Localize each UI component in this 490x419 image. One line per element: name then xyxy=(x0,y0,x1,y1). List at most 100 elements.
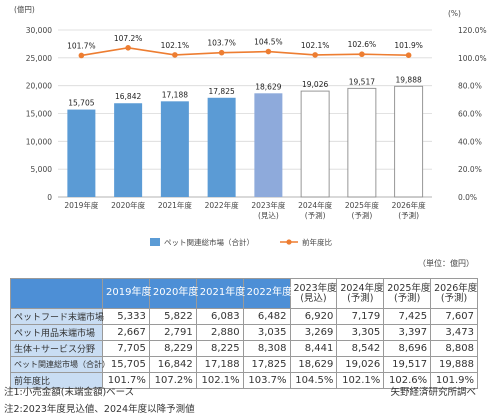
header-year-label: 2021年度 xyxy=(199,287,246,299)
table-cell: 5,822 xyxy=(148,308,197,325)
header-status-label: (予測) xyxy=(440,292,468,304)
header-year-label: 2024年度 xyxy=(340,282,384,294)
table-cell: 19,888 xyxy=(430,356,478,373)
bar-2022年度 xyxy=(207,97,236,197)
y-right-tick-label: 0.0% xyxy=(458,193,477,202)
table-corner-cell xyxy=(10,278,103,309)
bar-2023年度 xyxy=(254,93,283,197)
bar-2020年度 xyxy=(114,103,143,197)
table-cell: 8,696 xyxy=(383,340,432,357)
y-right-tick-label: 40.0% xyxy=(458,137,482,146)
table-cell: 8,225 xyxy=(195,340,244,357)
y-left-tick-label: 5,000 xyxy=(31,165,53,174)
y-left-tick-label: 0 xyxy=(47,193,52,202)
growth-value-label: 102.6% xyxy=(348,40,377,49)
row-header: 前年度比 xyxy=(10,372,103,389)
bar-value-label: 17,188 xyxy=(162,90,188,99)
table-cell: 2,791 xyxy=(148,324,197,341)
table-cell: 19,517 xyxy=(383,356,432,373)
growth-point xyxy=(172,52,178,58)
row-header: ペットフード末端市場 xyxy=(10,308,104,325)
row-header: ペット用品末端市場 xyxy=(10,324,103,341)
bar-2021年度 xyxy=(160,101,189,197)
table-cell: 8,542 xyxy=(336,340,385,357)
row-header: 生体＋サービス分野 xyxy=(10,340,103,357)
growth-point xyxy=(78,52,85,59)
growth-value-label: 102.1% xyxy=(161,41,190,50)
growth-point xyxy=(125,45,131,51)
growth-point xyxy=(359,51,365,58)
table-cell: 3,305 xyxy=(336,324,385,341)
legend-bar-swatch xyxy=(150,238,160,246)
growth-value-label: 101.7% xyxy=(67,41,96,50)
y-right-tick-label: 100.0% xyxy=(458,54,487,63)
y-left-tick-label: 20,000 xyxy=(26,82,52,91)
header-status-label: (予測) xyxy=(393,292,421,304)
table-cell: 7,179 xyxy=(336,308,385,325)
x-tick-label: 2022年度 xyxy=(205,200,240,210)
x-tick-sublabel: (予測) xyxy=(398,210,419,220)
growth-value-label: 101.9% xyxy=(394,41,423,50)
y-left-tick-label: 15,000 xyxy=(26,110,52,119)
table-row: 前年度比 101.7% 107.2% 102.1% 103.7% 104.5% 102.1%… xyxy=(10,372,478,389)
table-cell: 8,441 xyxy=(289,340,338,357)
table-header-year: 2026年度 (予測) xyxy=(430,278,478,309)
table-cell: 17,825 xyxy=(242,356,291,373)
table-cell: 104.5% xyxy=(289,372,338,389)
table-cell: 103.7% xyxy=(242,372,291,389)
growth-value-label: 103.7% xyxy=(207,39,236,48)
table-cell: 6,920 xyxy=(289,308,338,325)
header-status-label: (予測) xyxy=(347,292,374,304)
x-tick-sublabel: (予測) xyxy=(305,210,326,220)
table-cell: 19,026 xyxy=(336,356,385,373)
header-year-label: 2025年度 xyxy=(387,282,431,294)
header-year-label: 2026年度 xyxy=(434,282,478,294)
y-left-tick-label: 25,000 xyxy=(26,54,52,63)
bar-value-label: 17,825 xyxy=(209,87,235,96)
table-cell: 101.9% xyxy=(430,372,478,389)
table-header-year: 2025年度 (予測) xyxy=(383,278,432,309)
header-year-label: 2023年度 xyxy=(293,282,337,294)
bar-2025年度 xyxy=(347,87,377,198)
y-left-tick-label: 30,000 xyxy=(26,26,52,35)
table-cell: 3,473 xyxy=(430,324,478,341)
growth-line xyxy=(81,47,409,57)
legend-bar-label: ペット関連総市場（合計） xyxy=(164,237,254,247)
y-right-tick-label: 60.0% xyxy=(458,110,482,119)
table-cell: 8,808 xyxy=(430,340,478,357)
market-chart: 0 5,000 10,000 15,000 20,000 25,000 30,000 0.0%… xyxy=(14,4,487,268)
bar-value-label: 18,629 xyxy=(255,82,281,91)
table-cell: 7,425 xyxy=(383,308,432,325)
table-cell: 3,397 xyxy=(383,324,432,341)
table-cell: 17,188 xyxy=(195,356,244,373)
bar-2019年度 xyxy=(67,109,96,197)
bar-value-label: 15,705 xyxy=(68,99,94,108)
y-right-tick-label: 80.0% xyxy=(458,82,482,91)
table-cell: 107.2% xyxy=(148,372,197,389)
table-cell: 3,269 xyxy=(289,324,338,341)
growth-value-label: 107.2% xyxy=(114,34,143,43)
x-tick-label: 2024年度 xyxy=(298,200,333,210)
table-row: ペット関連総市場（合計） 15,705 16,842 17,188 17,825 18,6… xyxy=(10,356,478,373)
x-tick-sublabel: (見込) xyxy=(258,211,279,220)
growth-point xyxy=(312,52,318,58)
growth-value-label: 102.1% xyxy=(301,41,330,50)
table-cell: 8,308 xyxy=(242,340,291,357)
growth-point xyxy=(405,52,412,58)
market-data-table: 2019年度 2020年度 2021年度 2022年度 2023年度 (見込) 2024年度… xyxy=(10,278,478,389)
row-header: ペット関連総市場（合計） xyxy=(10,356,110,373)
table-cell: 2,880 xyxy=(195,324,244,341)
table-header-year: 2024年度 (予測) xyxy=(336,278,385,309)
note-1: 注1:小売金額(末端金額)ベース xyxy=(4,387,135,398)
y-left-tick-label: 10,000 xyxy=(26,137,52,146)
x-tick-label: 2019年度 xyxy=(64,200,99,210)
x-tick-label: 2021年度 xyxy=(158,200,193,210)
growth-value-label: 104.5% xyxy=(254,38,283,47)
table-row: ペット用品末端市場 2,667 2,791 2,880 3,035 3,269 3,305 3… xyxy=(10,324,478,341)
header-year-label: 2020年度 xyxy=(152,287,199,299)
table-row: ペットフード末端市場 5,333 5,822 6,083 6,482 6,920 7,179… xyxy=(10,308,478,325)
table-cell: 8,229 xyxy=(148,340,197,357)
x-tick-sublabel: (予測) xyxy=(351,210,372,220)
table-header-year: 2019年度 xyxy=(102,278,151,309)
table-header-year: 2020年度 xyxy=(148,278,199,309)
